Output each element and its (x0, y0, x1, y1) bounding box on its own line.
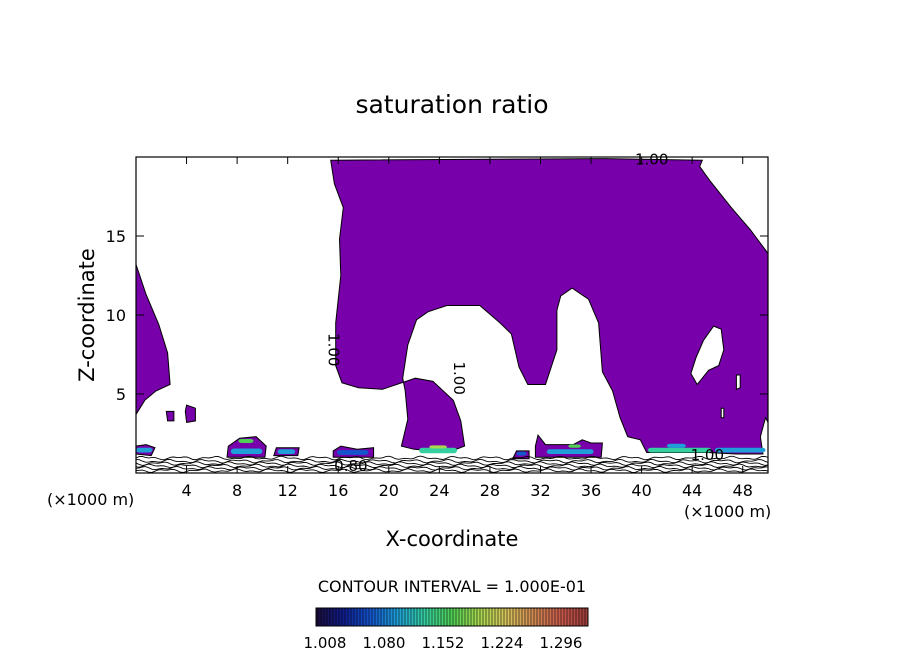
colored-band-5 (419, 447, 458, 454)
colored-band-8 (546, 449, 594, 455)
colored-band-9 (568, 444, 581, 448)
surface-contour-5 (135, 468, 769, 473)
x-tick-label-32: 32 (530, 481, 550, 500)
region-small-a (165, 410, 175, 422)
y-tick-label-10: 10 (106, 306, 126, 325)
x-tick-label-44: 44 (682, 481, 702, 500)
x-axis-ticks: 4 8 12 16 20 24 28 32 36 40 44 48 (181, 157, 753, 500)
contour-label-3: 1.00 (691, 446, 724, 464)
colored-band-3 (277, 449, 296, 455)
contour-labels: 1.00 1.00 1.00 1.00 0.80 (325, 151, 724, 476)
x-tick-label-16: 16 (328, 481, 348, 500)
region-left-edge (135, 264, 171, 417)
colored-band-1 (230, 448, 263, 455)
surface-contours (135, 455, 769, 473)
colored-band-4 (336, 450, 369, 455)
chart-title: saturation ratio (355, 90, 548, 119)
colorbar-frame (315, 607, 589, 627)
colorbar-stripes (317, 608, 586, 626)
contour-label-2: 1.00 (450, 361, 468, 394)
colored-band-7 (516, 451, 527, 456)
x-tick-label-24: 24 (429, 481, 449, 500)
colorbar-label-1: 1.080 (363, 634, 406, 652)
colored-band-11 (666, 443, 686, 448)
x-axis-label: X-coordinate (386, 527, 519, 551)
hole-small-right (735, 374, 741, 391)
colored-band-12 (714, 447, 766, 453)
x-unit-left: (×1000 m) (47, 490, 134, 509)
surface-contour-4 (135, 465, 769, 471)
x-tick-label-40: 40 (631, 481, 651, 500)
colored-band-2 (238, 439, 254, 443)
x-tick-label-20: 20 (379, 481, 399, 500)
y-tick-label-15: 15 (106, 227, 126, 246)
surface-contour-2 (135, 461, 769, 466)
colorbar (315, 607, 589, 627)
surface-contour-3 (135, 463, 769, 469)
y-tick-label-5: 5 (116, 385, 126, 404)
colored-bands (136, 439, 766, 456)
hole-upper-right (690, 325, 725, 386)
colorbar-tick-labels: 1.008 1.080 1.152 1.224 1.296 (304, 634, 583, 652)
contour-interval-text: CONTOUR INTERVAL = 1.000E-01 (318, 577, 586, 596)
contour-label-4: 0.80 (334, 457, 367, 475)
region-upper-main (330, 158, 769, 455)
region-small-b (184, 404, 196, 423)
x-tick-label-36: 36 (581, 481, 601, 500)
x-tick-label-8: 8 (232, 481, 242, 500)
x-unit-right: (×1000 m) (684, 502, 771, 521)
y-axis-label: Z-coordinate (75, 248, 99, 382)
colored-band-10 (647, 447, 712, 453)
colorbar-label-4: 1.296 (540, 634, 583, 652)
colorbar-label-3: 1.224 (481, 634, 524, 652)
y-axis-ticks: 5 10 15 (106, 227, 768, 404)
colored-band-6 (429, 445, 447, 449)
surface-contour-0 (135, 455, 769, 461)
colorbar-label-2: 1.152 (422, 634, 465, 652)
x-tick-label-4: 4 (181, 481, 191, 500)
contour-label-0: 1.00 (635, 151, 668, 169)
contour-label-1: 1.00 (325, 333, 343, 366)
x-tick-label-48: 48 (733, 481, 753, 500)
hole-small-mid-right (720, 407, 725, 419)
surface-contour-1 (135, 458, 769, 464)
colorbar-label-0: 1.008 (304, 634, 347, 652)
x-tick-label-28: 28 (480, 481, 500, 500)
colored-band-0 (136, 447, 153, 453)
x-tick-label-12: 12 (278, 481, 298, 500)
